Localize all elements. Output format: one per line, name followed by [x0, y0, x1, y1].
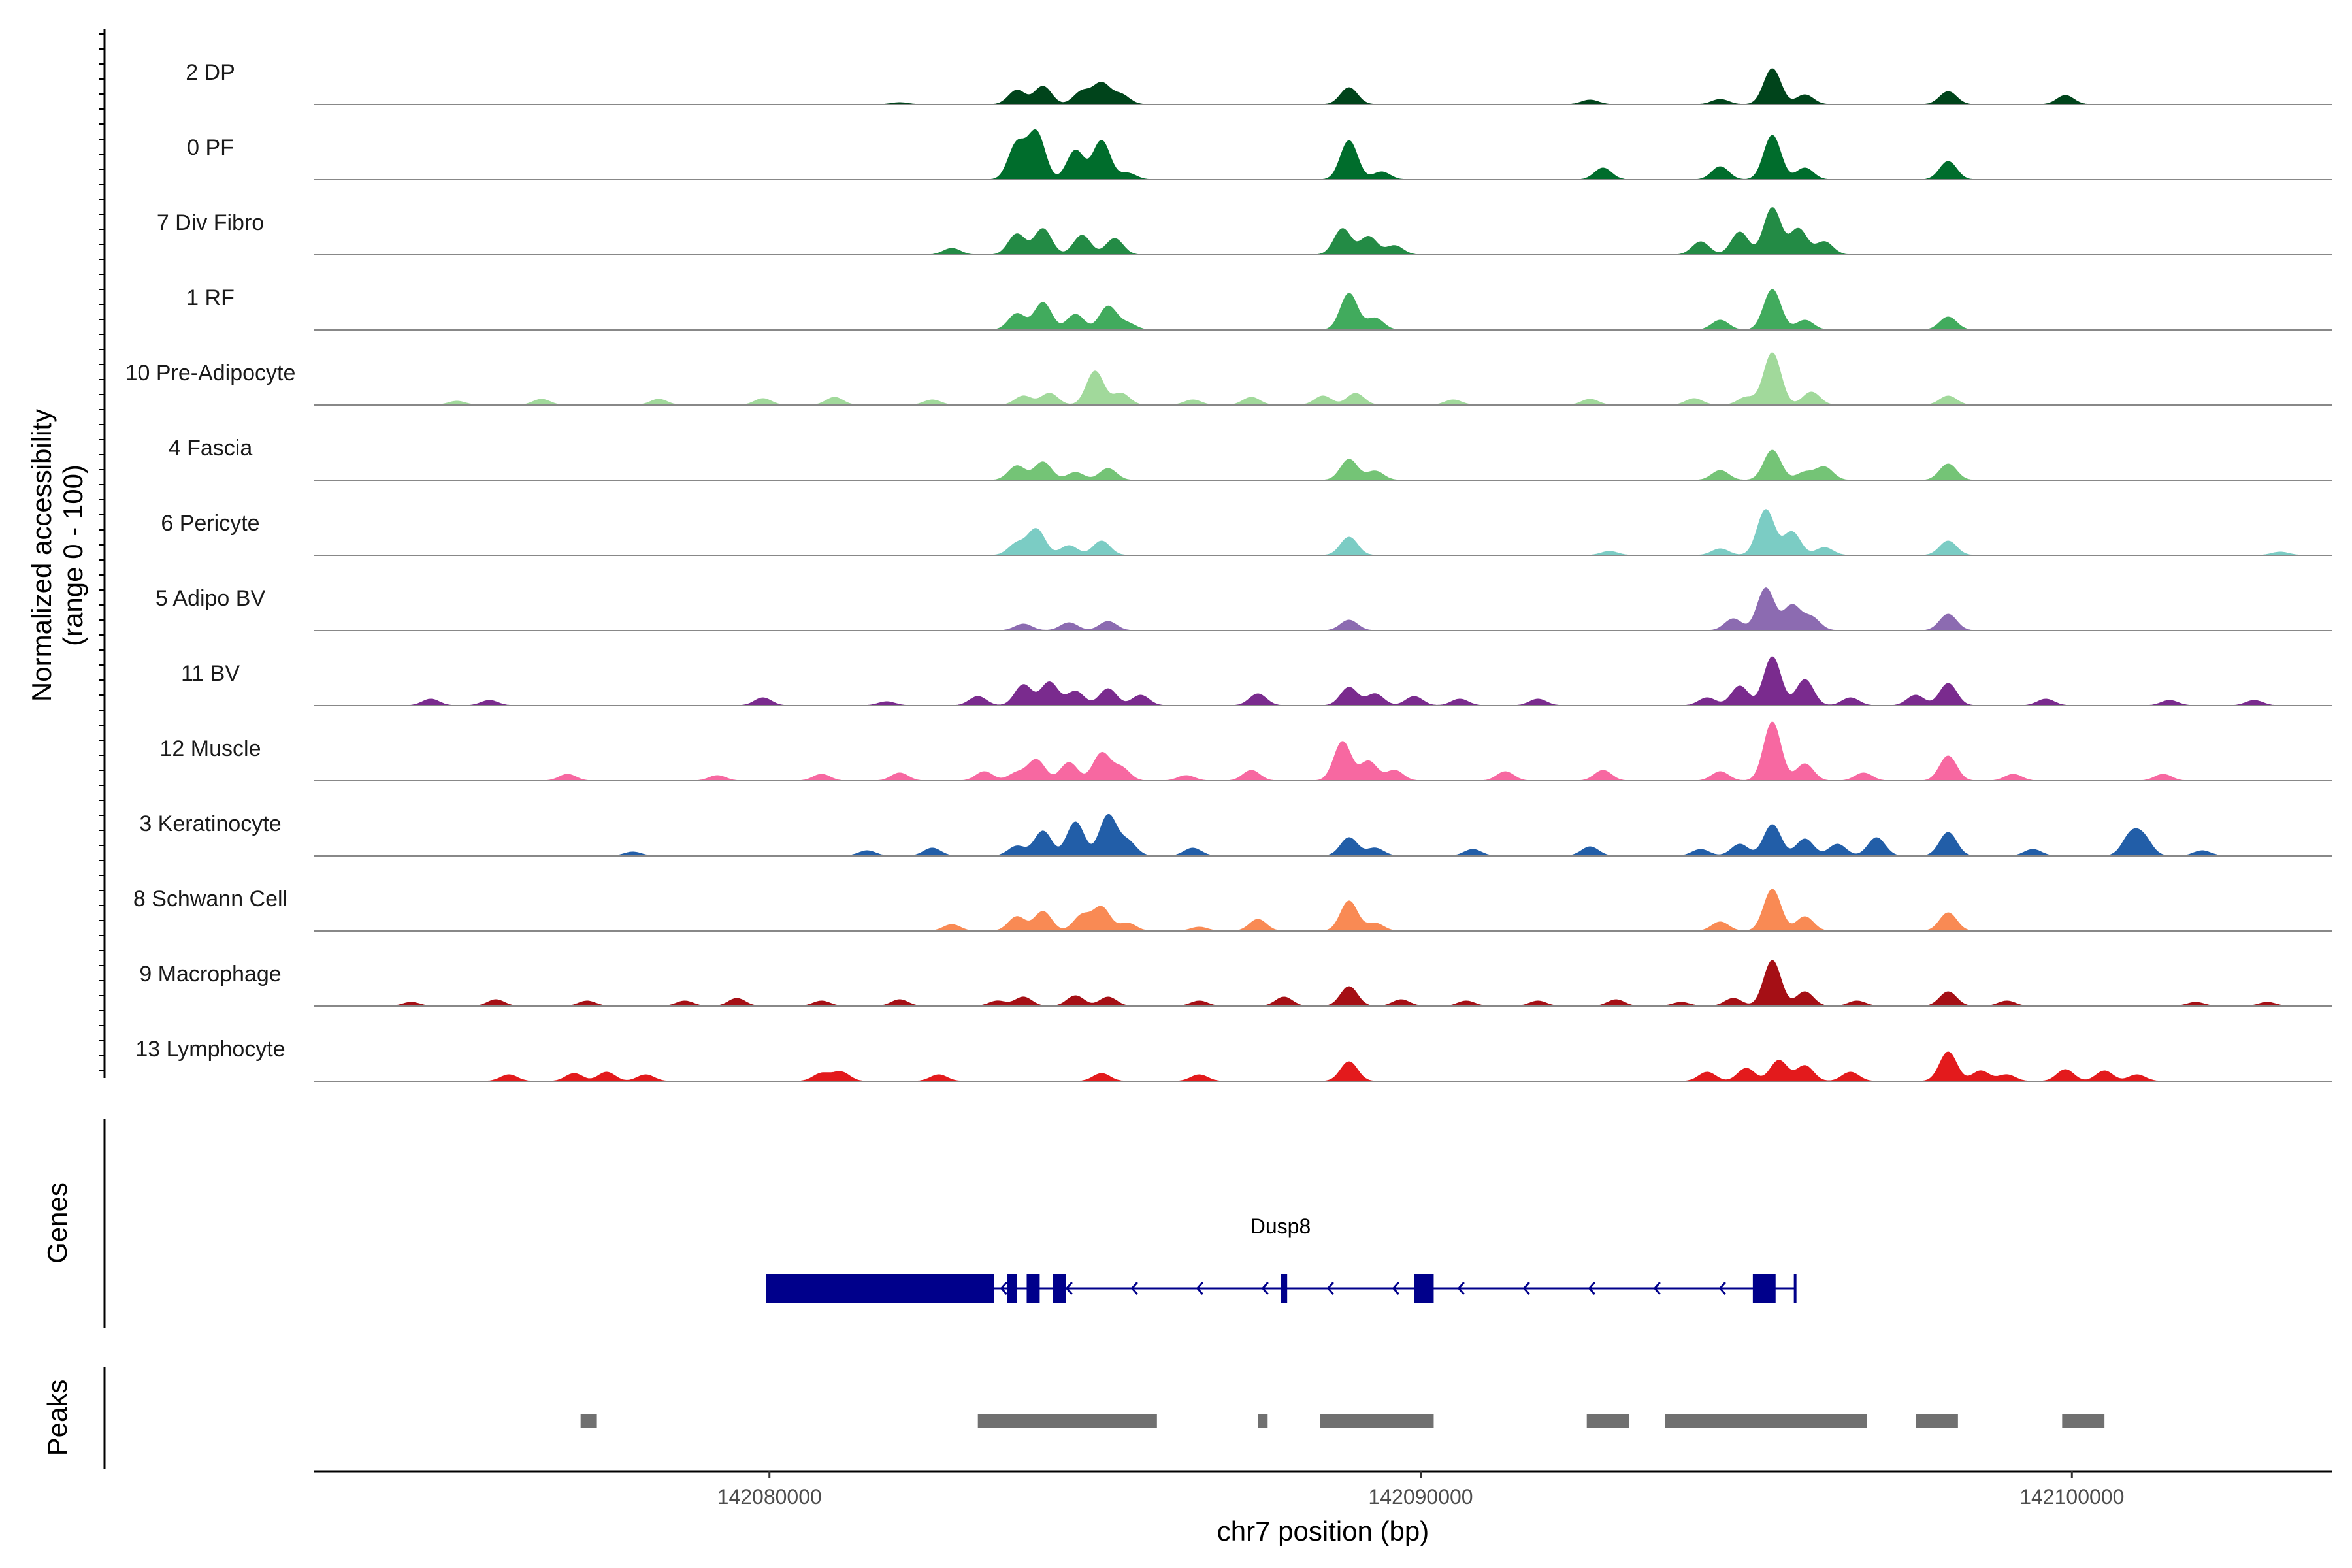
accessibility-signal	[314, 352, 2332, 406]
accessibility-signal	[314, 721, 2332, 781]
gene-exon	[1026, 1274, 1040, 1303]
track-1: 0 PF	[187, 129, 2332, 180]
accessibility-signal	[314, 889, 2332, 932]
strand-arrow	[1718, 1282, 1726, 1295]
x-axis-ticks: 142080000 142090000 142100000	[717, 1471, 2124, 1509]
strand-arrow	[1392, 1282, 1399, 1295]
x-tick-label: 142100000	[2019, 1485, 2124, 1509]
track-11: 8 Schwann Cell	[133, 887, 2332, 932]
track-7: 5 Adipo BV	[155, 586, 2332, 631]
track-13: 13 Lymphocyte	[135, 1037, 2332, 1082]
accessibility-signal	[314, 1051, 2332, 1082]
peak-region	[977, 1414, 1157, 1428]
gene-exon	[766, 1274, 994, 1303]
track-8: 11 BV	[181, 656, 2332, 706]
track-label: 5 Adipo BV	[155, 586, 266, 611]
track-0: 2 DP	[186, 60, 2332, 105]
track-label: 6 Pericyte	[161, 511, 259, 536]
track-label: 10 Pre-Adipocyte	[125, 361, 296, 385]
track-3: 1 RF	[186, 286, 2332, 331]
accessibility-signal	[314, 656, 2332, 706]
gene-model-dusp8	[766, 1274, 1797, 1303]
strand-arrow	[1326, 1282, 1334, 1295]
accessibility-signal	[314, 68, 2332, 105]
track-label: 8 Schwann Cell	[133, 887, 287, 911]
x-tick-label: 142090000	[1368, 1485, 1473, 1509]
track-4: 10 Pre-Adipocyte	[125, 352, 2332, 406]
peak-region	[1665, 1414, 1867, 1428]
track-2: 7 Div Fibro	[157, 207, 2332, 255]
peak-region	[1258, 1414, 1268, 1428]
peak-region	[2062, 1414, 2105, 1428]
track-label: 0 PF	[187, 135, 234, 160]
accessibility-signal	[314, 960, 2332, 1007]
y-axis-title-line2: (range 0 - 100)	[57, 465, 88, 646]
peak-regions	[580, 1414, 2105, 1428]
peak-region	[580, 1414, 597, 1428]
strand-arrow	[1653, 1282, 1661, 1295]
track-label: 13 Lymphocyte	[135, 1037, 285, 1062]
track-label: 9 Macrophage	[139, 962, 281, 987]
strand-arrow	[1130, 1282, 1138, 1295]
track-label: 4 Fascia	[169, 436, 253, 461]
accessibility-signal	[314, 587, 2332, 631]
peak-region	[1586, 1414, 1629, 1428]
accessibility-tracks: 2 DP 0 PF 7 Div Fibro 1 RF 10 Pre-Adipocyte 4…	[125, 60, 2332, 1082]
track-label: 1 RF	[186, 286, 235, 310]
y-axis-title-line1: Normalized accessibility	[26, 409, 57, 702]
track-label: 7 Div Fibro	[157, 210, 264, 235]
gene-exon	[1007, 1274, 1017, 1303]
gene-exon	[1053, 1274, 1066, 1303]
track-12: 9 Macrophage	[139, 960, 2332, 1007]
track-label: 3 Keratinocyte	[139, 811, 281, 836]
strand-arrow	[1457, 1282, 1465, 1295]
accessibility-signal	[314, 509, 2332, 556]
strand-arrow	[1261, 1282, 1269, 1295]
track-6: 6 Pericyte	[161, 509, 2332, 556]
x-tick-label: 142080000	[717, 1485, 822, 1509]
gene-exon	[1414, 1274, 1434, 1303]
accessibility-y-ticks	[99, 33, 105, 1071]
accessibility-signal	[314, 207, 2332, 255]
accessibility-signal	[314, 129, 2332, 180]
peak-region	[1320, 1414, 1434, 1428]
accessibility-signal	[314, 289, 2332, 331]
strand-arrow	[1588, 1282, 1595, 1295]
track-label: 11 BV	[181, 661, 240, 686]
strand-arrow	[1522, 1282, 1530, 1295]
peak-region	[1916, 1414, 1958, 1428]
track-10: 3 Keratinocyte	[139, 811, 2332, 857]
peaks-panel-title: Peaks	[42, 1380, 73, 1456]
strand-arrow	[1196, 1282, 1203, 1295]
track-label: 2 DP	[186, 60, 235, 85]
accessibility-signal	[314, 814, 2332, 857]
gene-exon	[1281, 1274, 1288, 1303]
track-label: 12 Muscle	[160, 736, 261, 761]
track-5: 4 Fascia	[169, 436, 2332, 481]
track-9: 12 Muscle	[160, 721, 2332, 781]
gene-name-label: Dusp8	[1250, 1215, 1311, 1238]
genes-panel-title: Genes	[42, 1183, 73, 1264]
strand-arrow	[1065, 1282, 1073, 1295]
strand-arrow	[1000, 1282, 1007, 1295]
accessibility-signal	[314, 449, 2332, 481]
gene-exon	[1752, 1274, 1776, 1303]
x-axis-title: chr7 position (bp)	[1217, 1516, 1429, 1546]
